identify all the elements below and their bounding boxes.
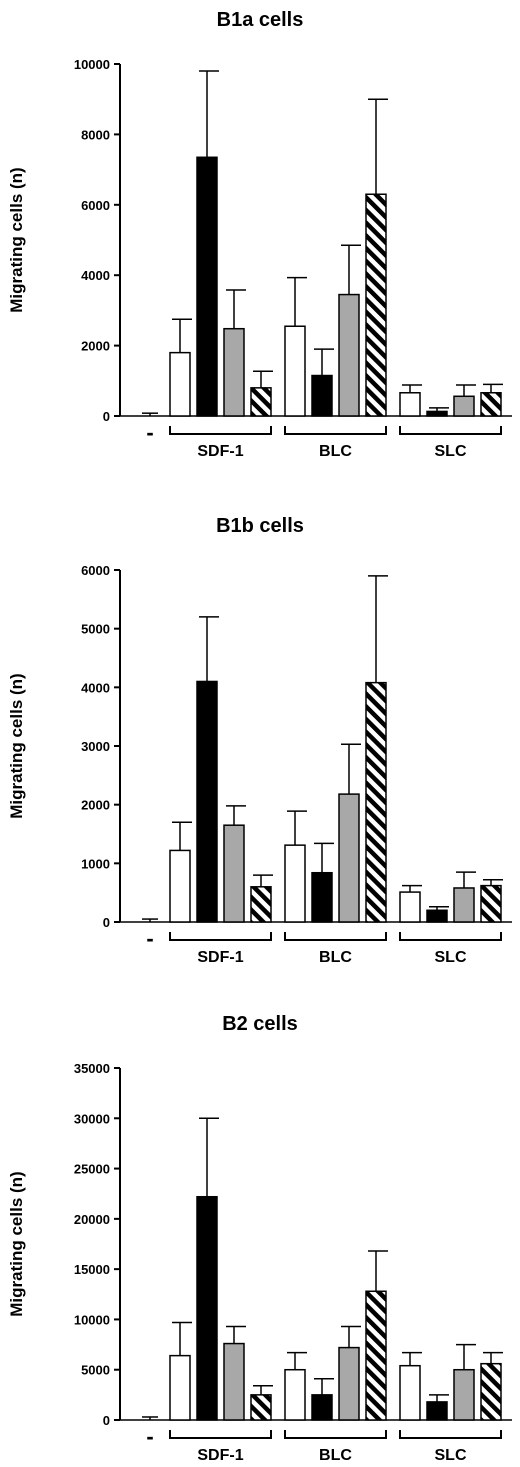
chart-panel-1: B1a cells Migrating cells (n) 0 2000 4000 600… (7, 9, 512, 460)
bar (284, 1368, 306, 1421)
bar (311, 871, 333, 923)
y-tick-label: 5000 (81, 1363, 110, 1378)
bar (311, 1394, 333, 1421)
control-label: - (146, 1424, 153, 1449)
bar (365, 193, 387, 417)
y-axis-label: Migrating cells (n) (7, 673, 26, 818)
bar (480, 1362, 502, 1421)
bar (399, 392, 421, 417)
group-bracket (284, 1430, 387, 1439)
bar (223, 327, 245, 417)
group-bracket (169, 932, 272, 941)
control-label: - (146, 926, 153, 951)
y-tick-label: 4000 (81, 268, 110, 283)
y-axis-label: Migrating cells (n) (7, 1171, 26, 1316)
y-tick-label: 0 (103, 915, 110, 930)
chart-title: B1a cells (217, 9, 304, 31)
group-label: SDF-1 (197, 443, 243, 460)
bar (196, 156, 218, 417)
y-tick-label: 30000 (74, 1111, 110, 1126)
y-tick-label: 8000 (81, 127, 110, 142)
bar (169, 1354, 191, 1421)
bar (338, 293, 360, 417)
group-bracket (169, 1430, 272, 1439)
control-label: - (146, 420, 153, 445)
group-label: BLC (319, 949, 352, 966)
bar (480, 884, 502, 923)
group-label: SLC (435, 949, 467, 966)
bar (223, 1342, 245, 1421)
bar (284, 844, 306, 923)
bar (311, 374, 333, 417)
bar (169, 351, 191, 417)
y-tick-label: 10000 (74, 1312, 110, 1327)
group-label: SLC (435, 443, 467, 460)
y-tick-label: 15000 (74, 1262, 110, 1277)
group-bracket (399, 1430, 502, 1439)
bar (250, 886, 272, 923)
bar (196, 680, 218, 923)
group-bracket (399, 426, 502, 435)
bar (169, 849, 191, 923)
chart-title: B1b cells (216, 515, 304, 537)
y-tick-label: 1000 (81, 856, 110, 871)
bar (365, 681, 387, 923)
y-tick-label: 5000 (81, 622, 110, 637)
bar (453, 395, 475, 417)
chart-panel-2: B1b cells Migrating cells (n) 0 1000 2000 300… (7, 515, 512, 966)
y-tick-label: 0 (103, 1413, 110, 1428)
chart-title: B2 cells (222, 1013, 298, 1035)
y-tick-label: 2000 (81, 798, 110, 813)
chart-panel-3: B2 cells Migrating cells (n) 0 5000 10000 150… (7, 1013, 512, 1464)
bar (426, 410, 448, 417)
y-tick-label: 20000 (74, 1212, 110, 1227)
bar (338, 1346, 360, 1421)
y-tick-label: 25000 (74, 1162, 110, 1177)
bar (250, 387, 272, 417)
y-tick-label: 35000 (74, 1061, 110, 1076)
y-tick-label: 10000 (74, 57, 110, 72)
group-bracket (284, 426, 387, 435)
bar (223, 824, 245, 923)
bar (365, 1290, 387, 1421)
group-bracket (284, 932, 387, 941)
bar (426, 909, 448, 923)
bar (453, 1368, 475, 1421)
group-label: BLC (319, 1447, 352, 1464)
y-tick-label: 6000 (81, 563, 110, 578)
y-tick-label: 4000 (81, 680, 110, 695)
bar (480, 392, 502, 417)
y-axis-label: Migrating cells (n) (7, 167, 26, 312)
bar (399, 891, 421, 923)
y-tick-label: 0 (103, 409, 110, 424)
group-label: SDF-1 (197, 949, 243, 966)
bar (196, 1195, 218, 1421)
group-label: SLC (435, 1447, 467, 1464)
group-label: SDF-1 (197, 1447, 243, 1464)
bar (426, 1401, 448, 1421)
y-tick-label: 3000 (81, 739, 110, 754)
bar (399, 1364, 421, 1421)
y-tick-label: 2000 (81, 339, 110, 354)
bar (250, 1394, 272, 1421)
group-label: BLC (319, 443, 352, 460)
group-bracket (399, 932, 502, 941)
bar (284, 325, 306, 417)
bar (338, 793, 360, 923)
y-tick-label: 6000 (81, 198, 110, 213)
bar (453, 887, 475, 923)
group-bracket (169, 426, 272, 435)
